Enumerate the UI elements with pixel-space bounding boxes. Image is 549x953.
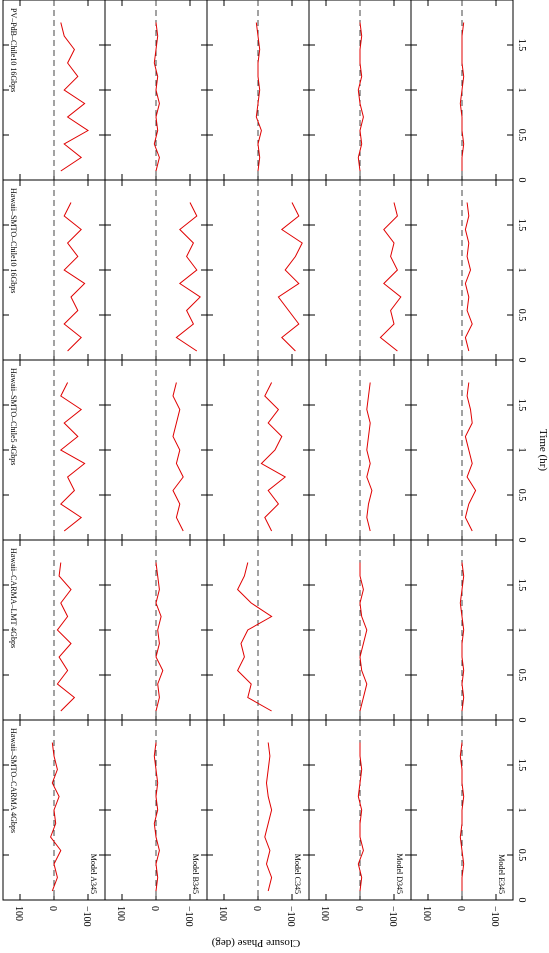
model-line xyxy=(357,22,364,172)
model-line xyxy=(153,742,160,892)
y-tick-label: 0 xyxy=(251,906,262,911)
x-tick-label: 1.5 xyxy=(516,219,527,232)
x-axis-title: Time (hr) xyxy=(537,429,549,471)
y-tick-label: 100 xyxy=(217,906,228,921)
model-label: Model B345 xyxy=(191,854,200,894)
model-label: Model A345 xyxy=(89,854,98,894)
x-tick-label: 0.5 xyxy=(516,129,527,142)
model-line xyxy=(59,382,86,532)
model-line xyxy=(264,742,273,892)
panel-label: Hawaii–SMTO–Chile10 16Gbps xyxy=(9,188,18,293)
model-line xyxy=(366,382,373,532)
model-line xyxy=(459,742,465,891)
panel-label: Hawaii–CARMA–LMT 4Gbps xyxy=(9,548,18,648)
x-tick-label: 1 xyxy=(516,808,527,813)
model-line xyxy=(260,382,287,532)
model-line xyxy=(255,22,262,172)
model-line xyxy=(63,202,86,352)
y-tick-label: −100 xyxy=(387,906,398,927)
x-tick-label: 1.5 xyxy=(516,39,527,52)
y-tick-label: 100 xyxy=(421,906,432,921)
model-line xyxy=(379,202,402,352)
y-axis-title: Closure Phase (deg) xyxy=(211,937,300,949)
y-tick-label: −100 xyxy=(81,906,92,927)
y-tick-label: 0 xyxy=(47,906,58,911)
x-tick-label: 0 xyxy=(516,358,527,363)
x-tick-label: 1 xyxy=(516,448,527,453)
model-line xyxy=(357,742,364,892)
y-tick-label: 0 xyxy=(455,906,466,911)
y-tick-label: 0 xyxy=(353,906,364,911)
x-tick-label: 0.5 xyxy=(516,669,527,682)
x-tick-label: 0.5 xyxy=(516,309,527,322)
model-label: Model D345 xyxy=(395,853,404,894)
model-line xyxy=(60,22,89,172)
model-line xyxy=(277,202,303,352)
panel-label: Hawaii–SMTO–CARMA 4Gbps xyxy=(9,728,18,833)
x-tick-label: 0 xyxy=(516,898,527,903)
model-line xyxy=(464,382,477,532)
model-line xyxy=(172,382,184,532)
x-tick-label: 1.5 xyxy=(516,399,527,412)
x-tick-label: 1 xyxy=(516,628,527,633)
y-tick-label: −100 xyxy=(183,906,194,927)
y-tick-label: −100 xyxy=(489,906,500,927)
y-tick-label: 0 xyxy=(149,906,160,911)
model-label: Model E345 xyxy=(497,854,506,894)
panel-label: Hawaii–SMTO–Chile5 4Gbps xyxy=(9,368,18,465)
model-line xyxy=(56,562,76,712)
model-label: Model C345 xyxy=(293,854,302,894)
y-tick-label: 100 xyxy=(115,906,126,921)
x-tick-label: 0.5 xyxy=(516,849,527,862)
x-tick-label: 1 xyxy=(516,88,527,93)
x-tick-label: 0 xyxy=(516,718,527,723)
model-line xyxy=(155,562,164,712)
panel-label: PV–PdB–Chile10 16Gbps xyxy=(9,8,18,92)
x-tick-label: 1.5 xyxy=(516,579,527,592)
x-tick-label: 1.5 xyxy=(516,759,527,772)
model-line xyxy=(464,202,473,352)
model-line xyxy=(359,562,368,712)
model-line xyxy=(459,22,465,171)
y-tick-label: 100 xyxy=(319,906,330,921)
x-tick-label: 0 xyxy=(516,538,527,543)
y-tick-label: −100 xyxy=(285,906,296,927)
x-tick-label: 0 xyxy=(516,178,527,183)
model-line xyxy=(236,562,273,712)
x-tick-label: 1 xyxy=(516,268,527,273)
x-tick-label: 0.5 xyxy=(516,489,527,502)
model-line xyxy=(50,742,62,892)
model-line xyxy=(153,22,160,172)
model-line xyxy=(459,562,465,712)
y-tick-label: 100 xyxy=(13,906,24,921)
model-line xyxy=(175,202,201,352)
